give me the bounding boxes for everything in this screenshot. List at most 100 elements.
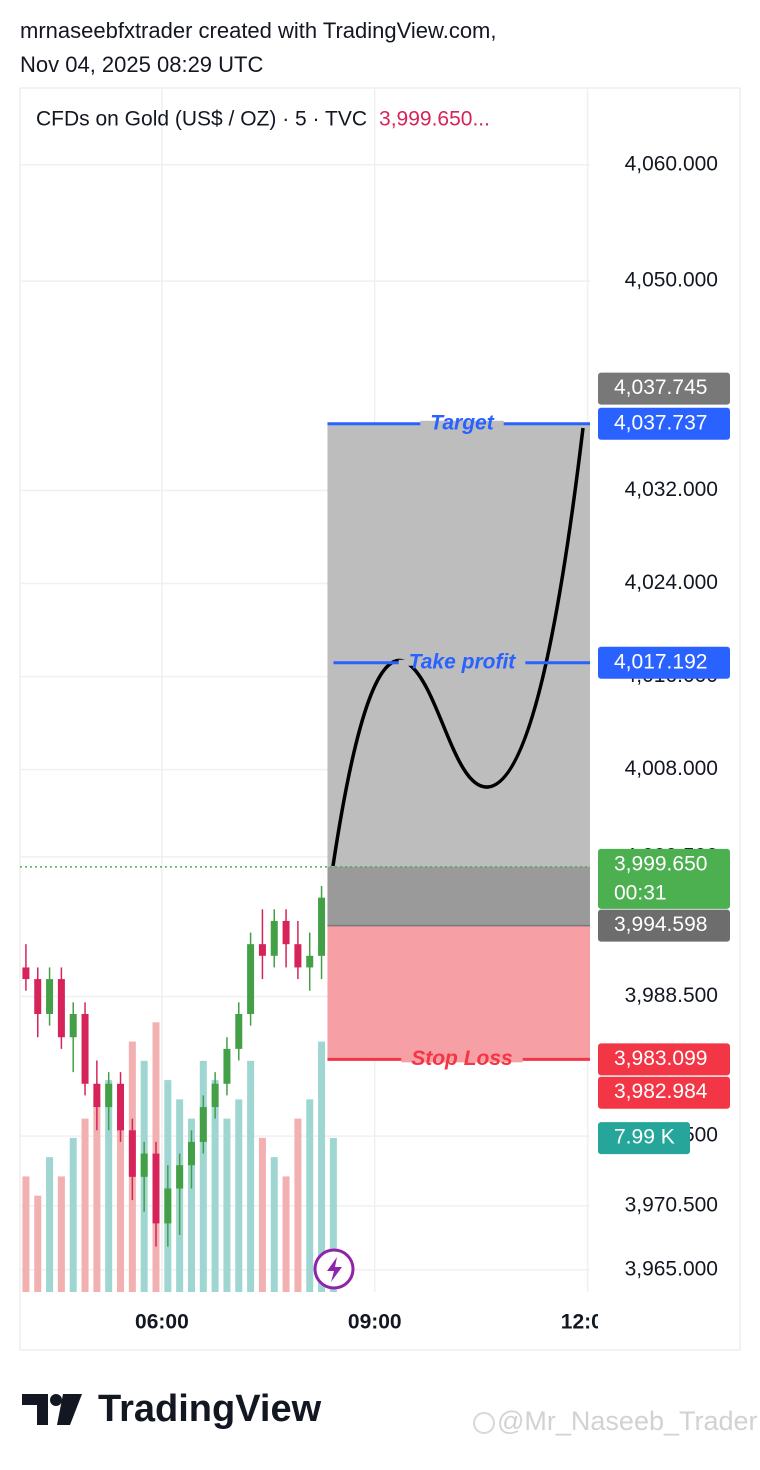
candle-body [199, 1107, 207, 1142]
level-price-label: 4,037.737 [598, 407, 730, 440]
level-name: Target [430, 411, 494, 434]
volume-bar [187, 1118, 195, 1292]
extra-price-label: 3,982.984 [598, 1076, 730, 1109]
candle-body [117, 1083, 125, 1131]
date-line: Nov 04, 2025 08:29 UTC [20, 52, 263, 77]
volume-bar [81, 1118, 89, 1292]
y-tick-label: 3,965.000 [625, 1257, 718, 1280]
volume-bar [270, 1157, 278, 1292]
volume-bar [247, 1060, 255, 1292]
candle-body [306, 955, 314, 968]
current-price-label-text: 3,999.650 [614, 852, 707, 875]
price-axis: 4,060.000 4,050.000 4,032.000 4,024.000 4,01… [598, 152, 730, 1280]
candle-body [176, 1165, 184, 1189]
chart-frame [19, 87, 741, 1351]
level-price-label-box [598, 407, 730, 440]
level-name: Take profit [409, 650, 517, 673]
logo-text: TradingView [98, 1388, 322, 1430]
extra-price-label-text: 3,982.984 [614, 1080, 708, 1103]
tradingview-logo: TradingView [22, 1388, 322, 1430]
candle-body [93, 1083, 101, 1108]
volume-label-box [598, 1122, 690, 1155]
x-tick-label: 12:00 [561, 1311, 615, 1334]
level-price-label-text: 4,037.737 [614, 411, 707, 434]
level-name-bg [398, 659, 526, 666]
candle-body [57, 979, 65, 1038]
candle-body [282, 920, 290, 945]
volume-bar [93, 1099, 101, 1292]
level-price-label-box [598, 1043, 730, 1076]
volume-bar [199, 1060, 207, 1292]
level-price-label: 4,017.192 [598, 646, 730, 679]
candle-body [81, 1013, 89, 1084]
candle-body [211, 1083, 219, 1108]
x-tick-label: 06:00 [135, 1311, 189, 1334]
candle-body [22, 967, 30, 980]
volume-bar [105, 1080, 113, 1292]
volume-bar [46, 1157, 54, 1292]
volume-bar [282, 1176, 290, 1292]
extra-price-label: 4,037.745 [598, 372, 730, 405]
candle-body [294, 944, 302, 968]
y-tick-label: 4,032.000 [625, 478, 718, 501]
volume-bar [22, 1176, 30, 1292]
plot-area [20, 423, 590, 1292]
x-tick-label: 09:00 [348, 1311, 402, 1334]
entry-price-label-text: 3,994.598 [614, 913, 707, 936]
volume-bar [258, 1137, 266, 1292]
projection-curve [331, 427, 585, 867]
watermark: @Mr_Naseeb_Trader [497, 1406, 758, 1436]
y-tick-label: 4,050.000 [625, 269, 718, 292]
volume-bar [329, 1138, 337, 1292]
title-price: 3,999.650... [379, 108, 490, 131]
volume-bar [57, 1176, 65, 1292]
candle-body [152, 1153, 160, 1224]
volume-label: 7.99 K [598, 1122, 690, 1155]
current-price-label: 3,999.650 00:31 [598, 848, 730, 909]
level-price-label-text: 3,983.099 [614, 1047, 707, 1070]
y-tick-label: 3,988.500 [625, 984, 718, 1007]
level-name-bg [401, 1056, 523, 1063]
volume-label-text: 7.99 K [614, 1126, 675, 1149]
loss-zone [327, 925, 590, 1060]
volume-bar [69, 1137, 77, 1292]
entry-price-label: 3,994.598 [598, 909, 730, 942]
level-name-bg [420, 420, 504, 427]
watermark-icon [473, 1412, 495, 1434]
candle-body [46, 979, 54, 1014]
time-axis: 06:00 09:00 12:00 [135, 1311, 615, 1334]
extra-price-label-box [598, 372, 730, 405]
candle-body [164, 1188, 172, 1224]
candle-body [235, 1013, 243, 1049]
level-name: Stop Loss [411, 1047, 513, 1070]
current-price-label-box [598, 848, 730, 909]
profit-zone [327, 423, 590, 926]
candle-body [128, 1130, 136, 1177]
volume-bar [117, 1118, 125, 1292]
candle-body [247, 944, 255, 1014]
candle-body [318, 897, 326, 956]
volume-bar [223, 1118, 231, 1292]
y-tick-label: 4,008.000 [625, 757, 718, 780]
countdown: 00:31 [614, 881, 667, 904]
y-tick-label: 4,060.000 [625, 152, 718, 175]
author-line: mrnaseebfxtrader created with TradingVie… [20, 18, 497, 43]
volume-bar [211, 1080, 219, 1292]
candle-body [187, 1141, 195, 1166]
extra-price-label-box [598, 1076, 730, 1109]
entry-price-label-box [598, 909, 730, 942]
candle-body [69, 1013, 77, 1038]
extra-price-label-text: 4,037.745 [614, 376, 707, 399]
candle-body [105, 1083, 113, 1108]
level-price-label-text: 4,017.192 [614, 650, 707, 673]
open-zone [327, 866, 590, 926]
candle-body [258, 944, 266, 956]
candle-body [223, 1048, 231, 1084]
y-tick-label: 3,970.500 [625, 1193, 718, 1216]
candle-body [140, 1153, 148, 1177]
volume-bar [306, 1099, 314, 1292]
level-price-label: 3,983.099 [598, 1043, 730, 1076]
candle-body [34, 979, 42, 1014]
candle-body [270, 920, 278, 956]
